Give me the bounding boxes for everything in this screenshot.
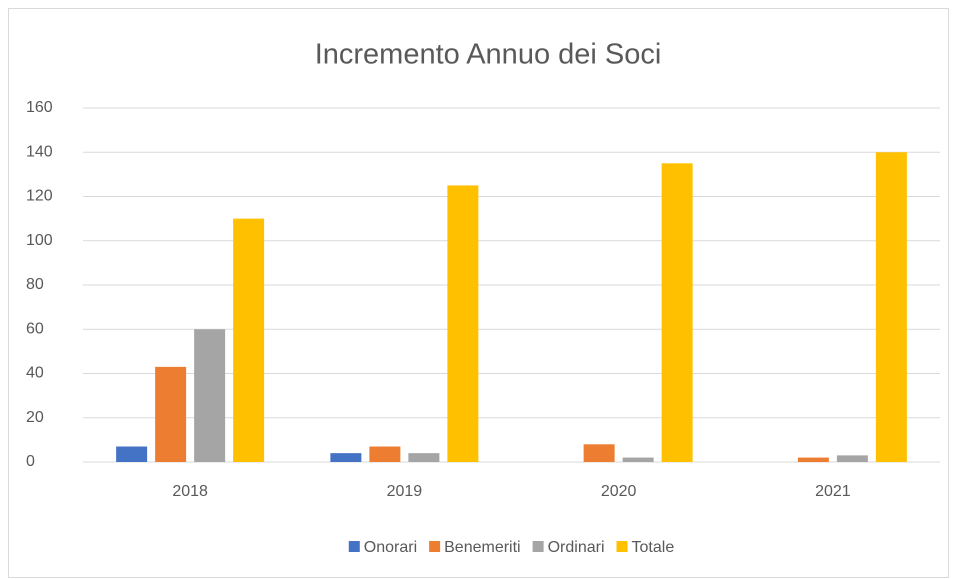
bar bbox=[330, 453, 362, 462]
y-tick-label: 160 bbox=[26, 99, 53, 116]
y-tick-label: 100 bbox=[26, 232, 53, 249]
bar bbox=[797, 457, 829, 462]
y-tick-label: 120 bbox=[26, 188, 53, 205]
legend-label: Ordinari bbox=[548, 539, 605, 556]
bar bbox=[875, 152, 907, 462]
bar bbox=[408, 453, 440, 462]
legend-label: Onorari bbox=[364, 539, 417, 556]
legend-swatch bbox=[532, 541, 544, 552]
chart-title: Incremento Annuo dei Soci bbox=[315, 39, 662, 71]
bar bbox=[155, 366, 187, 462]
bar bbox=[447, 185, 479, 462]
bar bbox=[583, 444, 615, 462]
legend-swatch bbox=[616, 541, 628, 552]
y-tick-label: 0 bbox=[26, 453, 35, 470]
y-tick-label: 20 bbox=[26, 409, 44, 426]
x-tick-label: 2020 bbox=[601, 483, 637, 500]
bar bbox=[836, 455, 868, 462]
x-tick-label: 2019 bbox=[387, 483, 423, 500]
y-tick-label: 60 bbox=[26, 320, 44, 337]
chart-border bbox=[8, 8, 949, 578]
y-tick-label: 40 bbox=[26, 365, 44, 382]
bar bbox=[369, 446, 401, 462]
y-tick-label: 140 bbox=[26, 143, 53, 160]
bar bbox=[661, 163, 693, 462]
legend-swatch bbox=[429, 541, 441, 552]
legend-swatch bbox=[348, 541, 360, 552]
bar bbox=[116, 446, 148, 462]
y-tick-label: 80 bbox=[26, 276, 44, 293]
bar bbox=[194, 329, 226, 462]
legend-label: Benemeriti bbox=[444, 539, 520, 556]
x-tick-label: 2021 bbox=[815, 483, 851, 500]
bar bbox=[233, 218, 265, 462]
x-tick-label: 2018 bbox=[172, 483, 208, 500]
bar bbox=[622, 457, 654, 462]
legend-label: Totale bbox=[632, 539, 675, 556]
